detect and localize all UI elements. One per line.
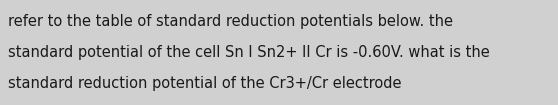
Text: standard potential of the cell Sn I Sn2+ II Cr is -0.60V. what is the: standard potential of the cell Sn I Sn2+… xyxy=(8,45,490,60)
Text: standard reduction potential of the Cr3+/Cr electrode: standard reduction potential of the Cr3+… xyxy=(8,76,402,91)
Text: refer to the table of standard reduction potentials below. the: refer to the table of standard reduction… xyxy=(8,14,453,29)
